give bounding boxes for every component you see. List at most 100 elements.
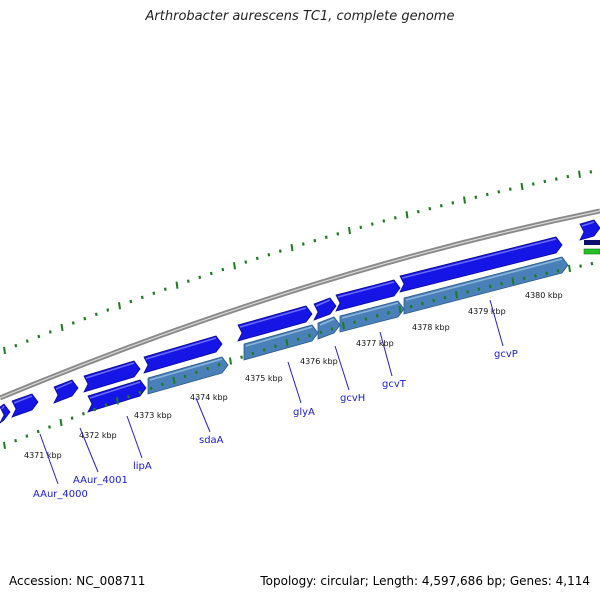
minor-tick: [278, 249, 282, 253]
minor-tick: [522, 276, 526, 281]
minor-tick: [543, 179, 547, 184]
gene-arrow[interactable]: [83, 360, 141, 393]
gene-arrow[interactable]: [313, 297, 337, 321]
map-title: Arthrobacter aurescens TC1, complete gen…: [145, 9, 455, 24]
gene-label[interactable]: lipA: [133, 461, 152, 472]
minor-tick: [70, 416, 74, 420]
gene-arrow-highlight: [405, 258, 563, 301]
major-tick: [348, 226, 351, 235]
gene-arrow-highlight: [239, 307, 307, 328]
minor-tick: [590, 261, 594, 266]
gene-arrow-highlight: [319, 318, 335, 326]
minor-tick: [71, 321, 75, 325]
kbp-label: 4378 kbp: [412, 323, 450, 332]
minor-tick: [206, 366, 210, 371]
gene-arrow-highlight: [1, 405, 5, 410]
minor-tick: [149, 386, 153, 391]
minor-tick: [534, 274, 537, 278]
gene-arrow-highlight: [85, 362, 135, 379]
gene-label[interactable]: AAur_4000: [33, 489, 88, 500]
minor-tick: [14, 343, 18, 348]
major-tick: [116, 397, 119, 405]
minor-tick: [488, 284, 492, 289]
gene-label-leaders: [39, 299, 504, 485]
minor-tick: [336, 232, 340, 236]
minor-tick: [104, 403, 108, 407]
kbp-labels: 4371 kbp 4372 kbp 4373 kbp 4374 kbp 4375…: [24, 291, 563, 460]
major-tick: [172, 376, 176, 384]
gene-label[interactable]: sdaA: [199, 435, 224, 446]
gene-label[interactable]: gcvP: [494, 349, 518, 360]
minor-tick: [432, 298, 436, 303]
gene-arrow[interactable]: [0, 403, 11, 424]
gene-arrow[interactable]: [403, 256, 569, 315]
gene-arrow[interactable]: [339, 300, 405, 333]
minor-tick: [545, 271, 549, 276]
outer-tick-track: [3, 170, 593, 355]
minor-tick: [221, 267, 225, 272]
major-tick: [511, 277, 515, 285]
gene-arrow[interactable]: [399, 236, 563, 293]
gene-label[interactable]: AAur_4001: [73, 475, 128, 486]
major-tick: [455, 291, 458, 299]
gene-arrow[interactable]: [237, 305, 313, 342]
minor-tick: [566, 174, 570, 179]
gene-arrow-highlight: [341, 302, 399, 319]
minor-tick: [301, 242, 305, 246]
gene-arrow[interactable]: [335, 279, 401, 312]
kbp-label: 4376 kbp: [300, 357, 338, 366]
major-tick: [3, 441, 6, 449]
minor-tick: [244, 260, 248, 264]
major-tick: [175, 281, 179, 289]
gene-names: AAur_4000 AAur_4001 lipA sdaA glyA gcvH …: [33, 349, 518, 500]
minor-tick: [48, 425, 51, 429]
leader-line: [287, 361, 302, 404]
major-tick: [233, 262, 236, 270]
minor-tick: [409, 304, 413, 309]
minor-tick: [313, 238, 317, 243]
minor-tick: [387, 310, 390, 315]
minor-tick: [262, 348, 266, 352]
minor-tick: [474, 195, 478, 199]
gene-label[interactable]: gcvH: [340, 393, 365, 404]
minor-tick: [443, 295, 447, 300]
gene-arrow[interactable]: [11, 393, 39, 418]
minor-tick: [531, 182, 535, 186]
leader-line: [126, 415, 143, 459]
gene-arrow[interactable]: [317, 316, 341, 340]
gene-features: [0, 219, 600, 424]
gene-label[interactable]: glyA: [293, 407, 315, 418]
inner-tick-track: [3, 261, 594, 449]
gene-arrow-highlight: [581, 221, 595, 227]
gene-arrow-highlight: [13, 395, 33, 404]
minor-tick: [251, 351, 255, 356]
minor-tick: [93, 407, 97, 412]
minor-tick: [240, 355, 243, 359]
minor-tick: [83, 316, 87, 321]
minor-tick: [217, 363, 221, 367]
gene-arrow[interactable]: [53, 379, 79, 404]
gene-arrow-highlight: [149, 358, 223, 381]
minor-tick: [416, 209, 420, 214]
gene-arrow[interactable]: [143, 335, 223, 374]
minor-tick: [14, 438, 17, 443]
minor-tick: [579, 264, 582, 268]
major-tick: [3, 346, 6, 355]
kbp-label: 4377 kbp: [356, 339, 394, 348]
major-tick: [285, 339, 289, 347]
minor-tick: [127, 394, 130, 399]
kbp-label: 4372 kbp: [79, 431, 117, 440]
gene-arrow[interactable]: [147, 356, 229, 395]
leader-line: [39, 433, 59, 485]
gene-label[interactable]: gcvT: [382, 379, 407, 390]
minor-tick: [428, 206, 432, 211]
minor-tick: [94, 312, 98, 316]
minor-tick: [198, 275, 202, 279]
minor-tick: [382, 219, 386, 223]
major-tick: [398, 305, 402, 314]
gene-arrow[interactable]: [87, 379, 147, 413]
gene-arrow[interactable]: [243, 324, 319, 361]
minor-tick: [370, 222, 374, 226]
minor-tick: [393, 216, 397, 220]
